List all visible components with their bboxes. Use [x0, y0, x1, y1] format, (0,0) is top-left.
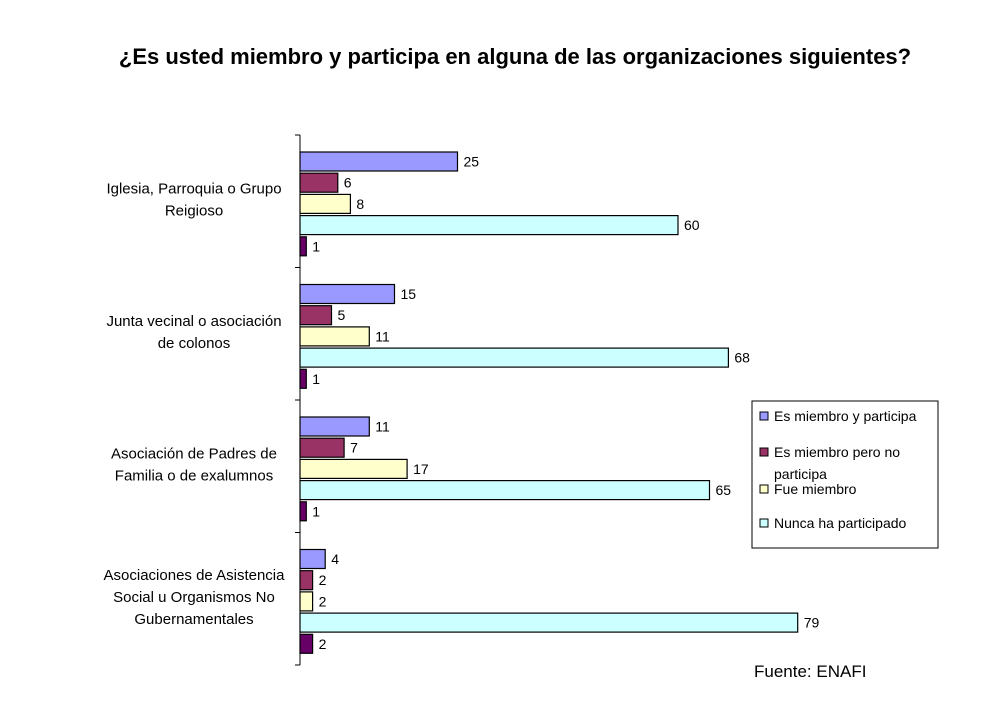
data-label: 65	[716, 482, 732, 498]
bar	[299, 193, 352, 214]
legend-swatch	[759, 411, 769, 421]
category-label: Asociación de Padres de	[111, 445, 277, 462]
data-label: 1	[312, 503, 320, 519]
bar	[299, 215, 679, 236]
bar	[299, 437, 345, 458]
legend-label: Es miembro y participa	[774, 408, 917, 424]
legend-label: Nunca ha participado	[774, 515, 907, 531]
legend-label: Fue miembro	[774, 481, 857, 497]
data-label: 6	[344, 175, 352, 191]
bar	[299, 480, 711, 501]
data-label: 60	[684, 217, 700, 233]
bar	[299, 326, 370, 347]
data-label: 15	[401, 286, 417, 302]
category-label: Reigioso	[165, 202, 223, 219]
bar	[299, 305, 333, 326]
bar	[299, 236, 307, 257]
legend-label: Es miembro pero no	[774, 444, 900, 460]
bar	[299, 570, 314, 591]
category-label: Asociaciones de Asistencia	[104, 567, 286, 584]
data-label: 11	[375, 328, 390, 344]
data-label: 1	[312, 371, 320, 387]
data-label: 8	[356, 196, 364, 212]
bar	[299, 347, 729, 368]
legend-swatch	[759, 447, 769, 457]
legend-swatch	[759, 518, 769, 528]
bars-layer	[299, 151, 799, 654]
data-label: 1	[312, 238, 320, 254]
category-label: Social u Organismos No	[113, 589, 275, 606]
axis-layer	[295, 134, 301, 666]
data-label: 17	[413, 461, 429, 477]
category-label: de colonos	[158, 335, 231, 352]
legend-label: participa	[774, 466, 827, 482]
data-label: 2	[319, 593, 327, 609]
data-label: 2	[319, 572, 327, 588]
legend-box	[751, 400, 939, 549]
data-label: 11	[375, 419, 390, 435]
data-label: 2	[319, 636, 327, 652]
data-label: 68	[734, 350, 750, 366]
bar	[299, 501, 307, 522]
bar	[299, 591, 314, 612]
chart-title: ¿Es usted miembro y participa en alguna …	[118, 44, 912, 69]
bar	[299, 151, 459, 172]
bar	[299, 368, 307, 389]
labels-layer: Iglesia, Parroquia o Grupo Reigioso Junta …	[104, 154, 820, 652]
data-label: 7	[350, 440, 358, 456]
legend-swatch	[759, 484, 769, 494]
bar	[299, 172, 339, 193]
legend: Es miembro y participa Es miembro pero no…	[751, 400, 939, 549]
bar	[299, 416, 370, 437]
category-label: Iglesia, Parroquia o Grupo	[106, 180, 281, 197]
data-label: 25	[464, 154, 480, 170]
source-note: Fuente: ENAFI	[754, 662, 867, 681]
category-label: Junta vecinal o asociación	[106, 313, 281, 330]
data-label: 4	[331, 551, 339, 567]
bar	[299, 612, 799, 633]
bar	[299, 633, 314, 654]
data-label: 79	[804, 615, 820, 631]
bar	[299, 283, 396, 305]
category-label: Gubernamentales	[134, 611, 253, 628]
data-label: 5	[338, 307, 346, 323]
bar	[299, 548, 326, 570]
category-label: Familia o de exalumnos	[115, 467, 273, 484]
bar	[299, 458, 408, 479]
